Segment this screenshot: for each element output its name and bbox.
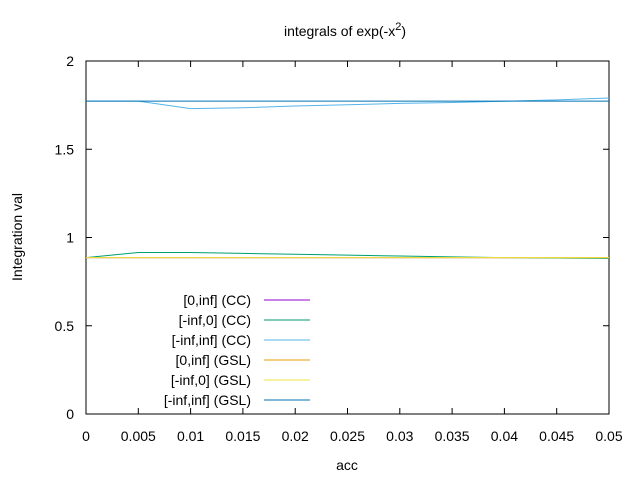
- x-tick-label: 0.04: [491, 428, 518, 444]
- y-axis: 0 0.5 1 1.5 2: [55, 53, 609, 422]
- series-lines: [85, 97, 610, 259]
- legend: [0,inf] (CC) [-inf,0] (CC) [-inf,inf] (CC)…: [164, 292, 310, 408]
- y-tick-label: 1.5: [55, 141, 75, 157]
- legend-label: [-inf,inf] (CC): [172, 332, 251, 348]
- x-tick-label: 0.03: [386, 428, 413, 444]
- chart-title-suffix: ): [401, 23, 406, 39]
- x-tick-label: 0.05: [595, 428, 622, 444]
- legend-label: [-inf,0] (CC): [179, 312, 251, 328]
- x-tick-label: 0.01: [177, 428, 204, 444]
- y-axis-label: Integration val: [9, 193, 25, 281]
- x-tick-label: 0.045: [539, 428, 574, 444]
- chart-title-main: integrals of exp(-x: [284, 23, 395, 39]
- y-tick-label: 1: [66, 230, 74, 246]
- y-tick-label: 0.5: [55, 318, 75, 334]
- plot-area: [85, 60, 610, 415]
- legend-label: [-inf,0] (GSL): [171, 372, 251, 388]
- y-tick-label: 2: [66, 53, 74, 69]
- series-line: [86, 97, 610, 110]
- x-tick-label: 0.025: [330, 428, 365, 444]
- x-tick-label: 0.02: [282, 428, 309, 444]
- chart-title: integrals of exp(-x2): [284, 21, 406, 39]
- x-tick-label: 0: [82, 428, 90, 444]
- x-tick-label: 0.005: [121, 428, 156, 444]
- x-tick-label: 0.015: [225, 428, 260, 444]
- x-tick-label: 0.035: [435, 428, 470, 444]
- legend-label: [-inf,inf] (GSL): [164, 392, 251, 408]
- legend-label: [0,inf] (GSL): [176, 352, 251, 368]
- x-axis-label: acc: [336, 457, 358, 473]
- legend-label: [0,inf] (CC): [183, 292, 251, 308]
- chart-title-superscript: 2: [395, 21, 401, 33]
- x-axis: 0 0.005 0.01 0.015 0.02 0.025 0.03 0.035 0.04 0.0…: [82, 61, 623, 444]
- y-tick-label: 0: [66, 406, 74, 422]
